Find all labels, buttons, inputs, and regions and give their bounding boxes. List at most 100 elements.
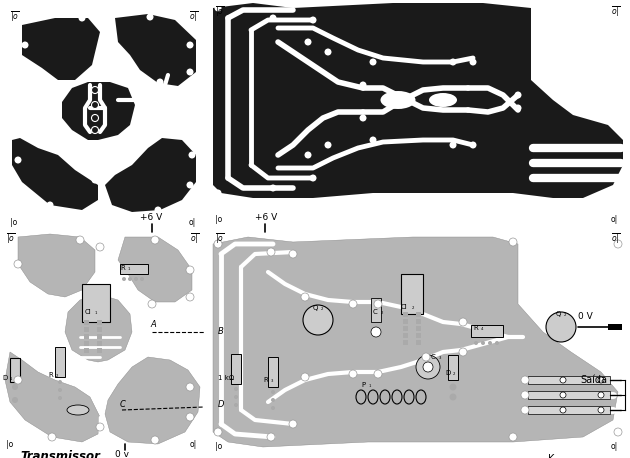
Circle shape [186,413,194,421]
Text: $_1$: $_1$ [94,310,98,317]
Circle shape [267,248,275,256]
Text: $\overline{|o}$: $\overline{|o}$ [6,232,15,246]
Text: R: R [48,372,53,378]
Circle shape [537,174,544,181]
Circle shape [598,377,604,383]
Text: $_4$: $_4$ [480,326,484,333]
Circle shape [481,341,485,345]
Circle shape [324,142,331,148]
Text: Q: Q [556,311,561,317]
Text: $\overline{o|}$: $\overline{o|}$ [189,10,198,24]
Text: Q: Q [313,305,318,311]
Circle shape [58,396,62,400]
Circle shape [309,174,316,181]
Text: o|: o| [611,442,618,451]
Circle shape [615,175,621,181]
Circle shape [580,175,586,181]
Circle shape [11,131,18,138]
Circle shape [91,176,98,184]
Text: $_2$: $_2$ [380,310,384,317]
Circle shape [304,152,311,158]
Text: o|: o| [189,218,197,227]
Text: $_1$: $_1$ [9,376,13,383]
Text: 0 V: 0 V [578,312,593,321]
Circle shape [76,236,84,244]
Text: $\overline{o|}$: $\overline{o|}$ [190,232,199,246]
Text: $_1$: $_1$ [368,383,372,390]
Circle shape [96,212,103,218]
Circle shape [91,114,98,121]
Text: |o: |o [215,442,222,451]
Text: $_2$: $_2$ [55,373,59,380]
Circle shape [459,318,467,326]
Polygon shape [18,234,95,297]
Circle shape [619,190,626,196]
Polygon shape [5,352,100,442]
Text: 1 kΩ: 1 kΩ [218,375,234,381]
Bar [528,406,610,414]
Bar [231,354,241,384]
Text: R: R [473,325,478,331]
Text: |o: |o [6,440,13,449]
Bar [608,324,622,330]
Ellipse shape [67,405,89,415]
Text: $_2$: $_2$ [411,305,415,312]
Polygon shape [118,237,192,302]
Circle shape [309,16,316,23]
Circle shape [600,159,607,167]
Circle shape [537,159,544,167]
Circle shape [14,260,22,268]
Circle shape [156,78,164,86]
Bar [84,341,89,346]
Circle shape [301,293,309,301]
Circle shape [214,5,222,11]
Bar [471,325,503,337]
Bar [416,326,421,331]
Circle shape [537,145,544,152]
Bar [416,333,421,338]
Circle shape [449,142,457,148]
Polygon shape [115,14,196,86]
Circle shape [91,142,98,148]
Circle shape [12,397,18,403]
Circle shape [449,393,457,400]
Bar [82,284,110,322]
Text: B: B [218,327,224,336]
Bar [97,327,102,332]
Bar [97,341,102,346]
Polygon shape [105,138,196,212]
Circle shape [214,190,222,196]
Polygon shape [213,3,623,198]
Bar [528,376,610,384]
Bar [416,340,421,345]
Circle shape [151,236,159,244]
Circle shape [122,277,126,281]
Circle shape [91,87,98,93]
Circle shape [615,145,621,151]
Ellipse shape [429,93,457,107]
Circle shape [600,174,607,181]
Circle shape [598,407,604,413]
Circle shape [469,142,476,148]
Circle shape [271,398,275,402]
Circle shape [614,428,622,436]
Text: Saída: Saída [580,375,607,385]
Circle shape [186,42,193,49]
Circle shape [47,202,54,208]
Bar [448,355,458,380]
Bar [84,348,89,353]
Text: o|: o| [611,215,618,224]
Circle shape [550,145,556,151]
Text: K: K [548,454,554,458]
Circle shape [560,392,566,398]
Text: C: C [373,309,378,315]
Circle shape [96,243,104,251]
Bar [97,348,102,353]
Bar [120,264,148,274]
Text: $\overline{o|}$: $\overline{o|}$ [611,5,620,19]
Text: $\overline{|o}$: $\overline{|o}$ [215,5,224,19]
Circle shape [289,250,297,258]
Circle shape [91,126,98,133]
Circle shape [304,38,311,45]
Circle shape [360,82,367,88]
